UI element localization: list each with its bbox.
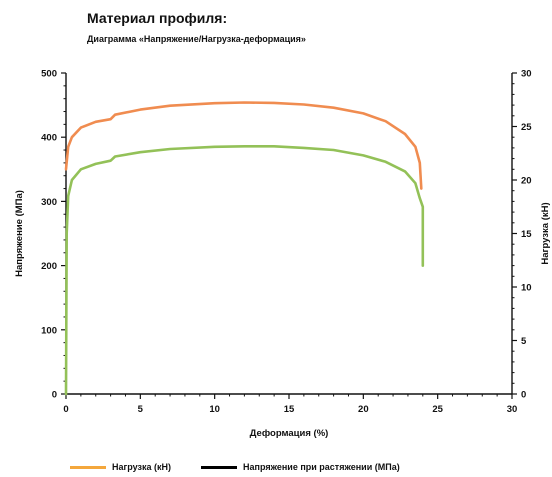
- x-tick-label: 0: [63, 404, 68, 415]
- y2-tick-label: 25: [521, 122, 532, 133]
- y-tick-label: 300: [41, 197, 57, 208]
- y2-axis-title: Нагрузка (кН): [540, 202, 551, 264]
- y-tick-label: 500: [41, 69, 57, 80]
- legend-swatch-load: [70, 465, 106, 469]
- legend: Нагрузка (кН) Напряжение при растяжении …: [70, 459, 430, 475]
- load-curve: [64, 145, 425, 396]
- y-tick-label: 400: [41, 133, 57, 144]
- y2-tick-label: 20: [521, 176, 532, 187]
- chart-subtitle: Диаграмма «Напряжение/Нагрузка-деформаци…: [87, 34, 306, 44]
- chart-title: Материал профиля:: [87, 10, 228, 26]
- x-tick-label: 15: [284, 404, 295, 415]
- x-tick-label: 20: [358, 404, 369, 415]
- legend-item-stress: Напряжение при растяжении (МПа): [201, 462, 400, 472]
- y-tick-label: 100: [41, 325, 57, 336]
- x-tick-label: 30: [507, 404, 518, 415]
- legend-label-load: Нагрузка (кН): [112, 462, 172, 472]
- y2-tick-label: 30: [521, 69, 532, 80]
- stress-curve: [64, 101, 423, 190]
- y2-tick-label: 0: [521, 390, 526, 401]
- y2-tick-label: 15: [521, 229, 532, 240]
- x-tick-label: 10: [209, 404, 220, 415]
- x-tick-label: 5: [138, 404, 144, 415]
- x-axis-title: Деформация (%): [250, 428, 329, 439]
- y-axis-title: Напряжение (МПа): [14, 190, 25, 277]
- legend-swatch-stress: [201, 465, 238, 469]
- y-tick-label: 200: [41, 261, 57, 272]
- legend-item-load: Нагрузка (кН): [70, 462, 171, 472]
- y-tick-label: 0: [52, 390, 57, 401]
- y2-tick-label: 5: [521, 336, 527, 347]
- y2-tick-label: 10: [521, 283, 532, 294]
- legend-label-stress: Напряжение при растяжении (МПа): [243, 462, 400, 472]
- x-tick-label: 25: [432, 404, 443, 415]
